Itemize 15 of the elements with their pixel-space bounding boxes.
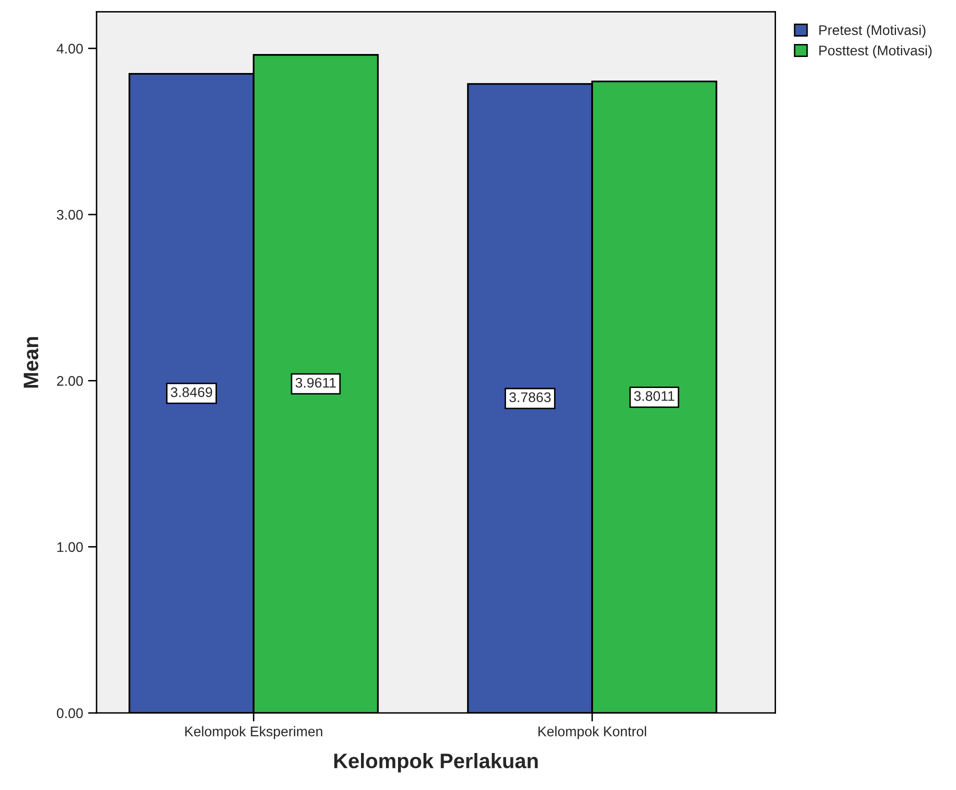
- legend-label: Posttest (Motivasi): [819, 45, 932, 58]
- data-label: 3.8011: [634, 391, 674, 401]
- data-label: 3.8469: [170, 387, 212, 398]
- y-tick-label: 2.00: [57, 376, 83, 386]
- y-tick-label: 4.00: [56, 44, 83, 54]
- data-label: 3.9611: [296, 378, 336, 388]
- x-tick-label: Kelompok Kontrol: [538, 726, 646, 740]
- y-tick-label: 3.00: [56, 210, 83, 220]
- legend-label: Pretest (Motivasi): [819, 24, 926, 38]
- x-axis-title: Kelompok Perlakuan: [334, 753, 538, 772]
- y-tick-label: 1.00: [57, 542, 83, 552]
- data-label: 3.7863: [509, 392, 551, 402]
- x-tick-label: Kelompok Eksperimen: [185, 726, 322, 740]
- y-tick-label: 0.00: [56, 708, 83, 718]
- y-axis-title: Mean: [24, 337, 38, 388]
